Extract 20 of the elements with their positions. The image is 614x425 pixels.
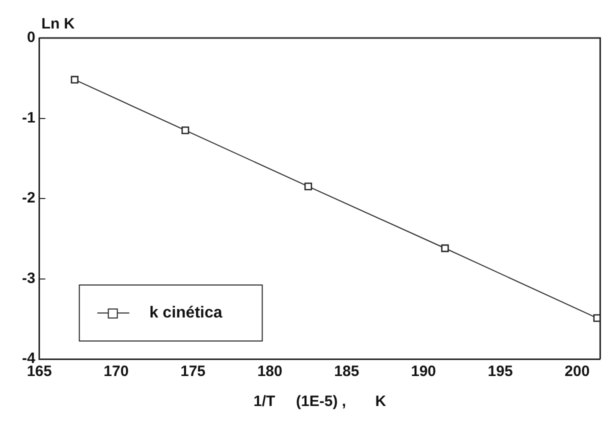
y-tick-label: -2 [22,190,36,207]
x-tick-label: 170 [104,363,129,380]
y-tick-label: -1 [22,109,36,126]
point [304,182,312,190]
x-tick-label: 200 [564,363,590,380]
point [70,76,79,84]
y-axis-title: Ln K [41,16,75,33]
point [181,126,190,134]
x-tick-label: 195 [488,363,513,380]
x-tick-label: 190 [410,363,436,380]
x-axis-title: 1/T (1E-5) , K [254,393,386,410]
point [441,244,449,252]
x-tick-label: 165 [26,363,52,380]
legend-label: k cinética [149,304,222,322]
point [593,314,600,322]
x-tick-label: 185 [334,363,360,380]
y-tick-label: 0 [26,29,36,46]
x-tick-label: 175 [180,363,206,380]
x-tick-label: 180 [257,363,282,380]
y-tick-label: -3 [22,270,36,287]
